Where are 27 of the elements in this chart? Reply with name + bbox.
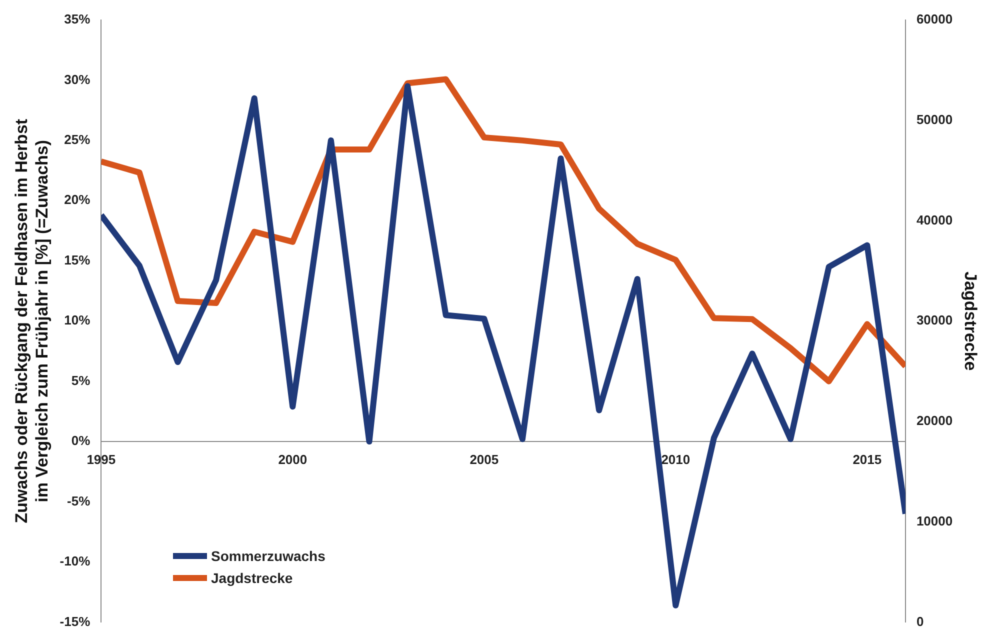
y-tick-label: 15% <box>64 252 91 268</box>
y-tick-label: 10% <box>64 312 91 328</box>
y2-tick-label: 40000 <box>916 212 953 228</box>
y-axis-title: Zuwachs oder Rückgang der Feldhasen im Herbst im Vergleich zum Frühjahr in [%] (=Zuwachs) <box>12 118 52 524</box>
y-tick-label: 25% <box>64 132 91 148</box>
y-tick-label: 20% <box>64 192 91 208</box>
y2-axis-title: Jagdstrecke <box>961 271 980 371</box>
y-tick-label: -5% <box>67 493 91 508</box>
y2-tick-label: 50000 <box>916 112 953 127</box>
y2-tick-label: 10000 <box>916 513 953 528</box>
x-tick-label: 1995 <box>86 452 116 467</box>
y-tick-label: 5% <box>71 372 91 388</box>
y-tick-label: 30% <box>64 72 91 87</box>
y-tick-label: 35% <box>64 12 91 27</box>
x-tick-label: 2000 <box>278 452 308 467</box>
y2-tick-label: 30000 <box>916 312 953 328</box>
y2-tick-label: 60000 <box>916 12 953 27</box>
y2-tick-label: 0 <box>916 614 924 629</box>
legend-label: Jagdstrecke <box>211 570 293 586</box>
y-tick-label: 0% <box>71 433 91 448</box>
y-tick-label: -15% <box>60 614 91 629</box>
y-tick-label: -10% <box>60 554 91 569</box>
y2-tick-label: 20000 <box>916 413 953 428</box>
legend-label: Sommerzuwachs <box>211 548 326 564</box>
x-tick-label: 2015 <box>852 452 882 467</box>
x-tick-label: 2005 <box>470 452 499 467</box>
x-tick-label: 2010 <box>661 452 690 467</box>
